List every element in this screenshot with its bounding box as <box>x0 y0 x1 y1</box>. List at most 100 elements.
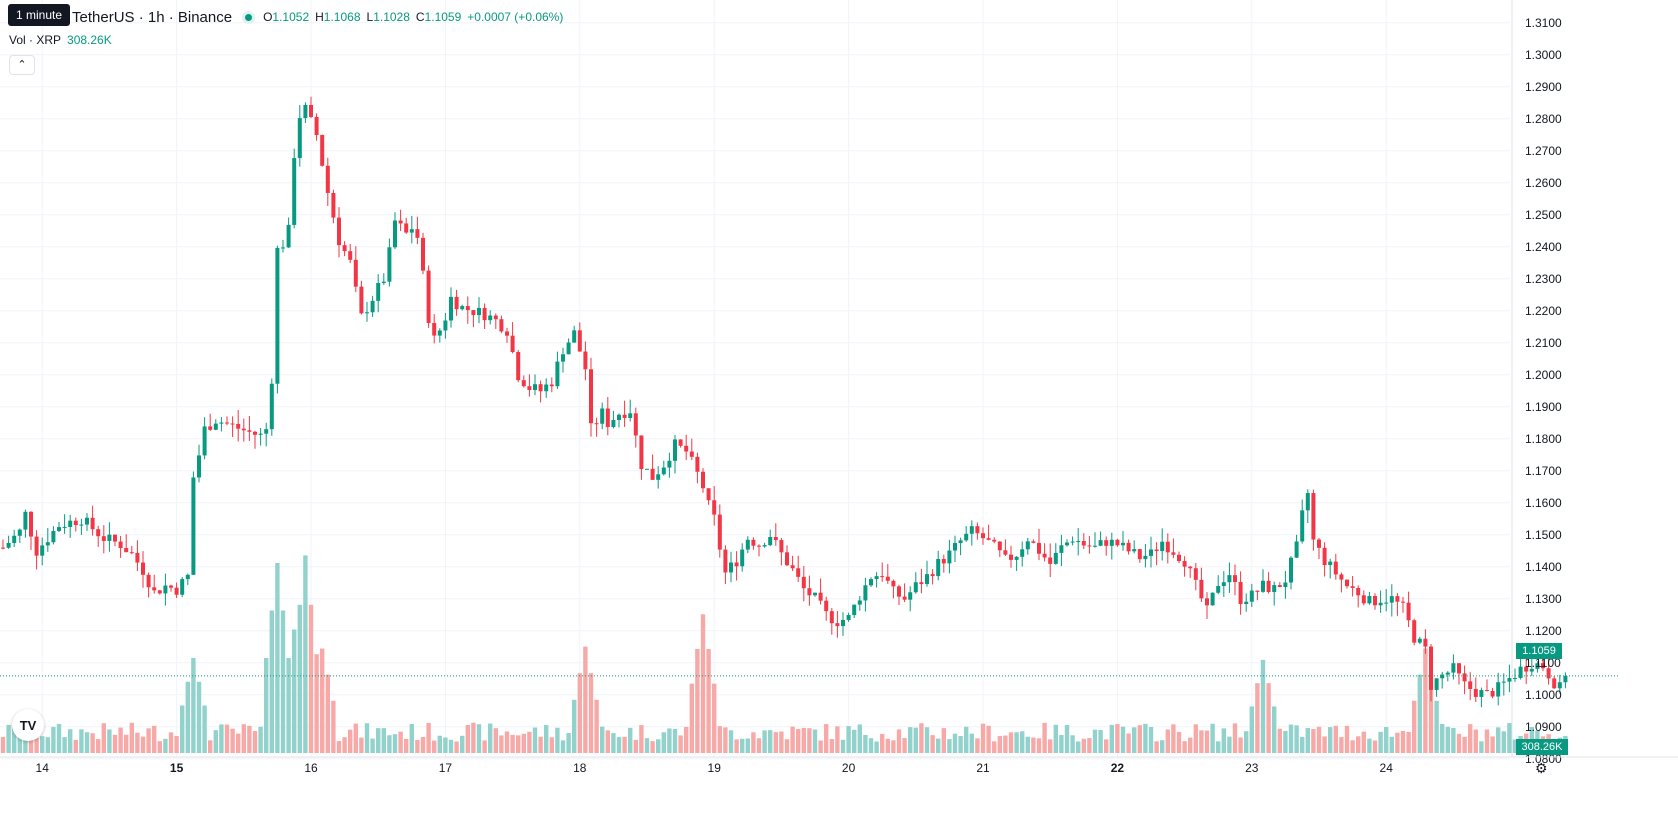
candle-body <box>465 306 470 311</box>
volume-bar <box>1064 724 1070 753</box>
price-tick-label: 1.1300 <box>1525 592 1562 606</box>
candle-body <box>1300 510 1305 542</box>
volume-bar <box>1126 733 1131 753</box>
candle-body <box>673 439 677 461</box>
volume-bar <box>829 739 834 753</box>
candle-body <box>1333 561 1338 575</box>
volume-bar <box>784 739 790 753</box>
candle-body <box>1395 596 1400 602</box>
candle-body <box>667 460 672 468</box>
price-tick-label: 1.2000 <box>1525 368 1562 382</box>
volume-bar <box>1305 728 1310 753</box>
volume-bar <box>488 723 493 753</box>
candle-body <box>40 545 45 556</box>
volume-bar <box>857 724 862 753</box>
candle-body <box>1182 561 1187 567</box>
price-tick-label: 1.2300 <box>1525 272 1562 286</box>
volume-bar <box>1025 736 1030 753</box>
volume-bar <box>286 658 291 753</box>
candle-body <box>863 585 868 601</box>
tradingview-logo-icon[interactable]: TV <box>12 709 44 741</box>
candle-body <box>997 541 1002 551</box>
candle-body <box>549 384 554 387</box>
volume-bar <box>12 726 17 753</box>
volume-bar <box>6 724 11 753</box>
candle-body <box>1199 579 1204 599</box>
volume-bar <box>163 738 168 753</box>
candle-body <box>113 534 117 542</box>
candle-body <box>1557 682 1562 689</box>
candle-body <box>734 562 739 567</box>
candle-body <box>706 488 711 501</box>
candle-body <box>869 579 873 586</box>
candle-body <box>1149 549 1153 556</box>
candle-body <box>1098 540 1103 546</box>
time-axis[interactable]: 14 15 16 17 18 19 20 21 22 23 24 <box>0 756 1678 775</box>
volume-bar <box>124 734 129 753</box>
candle-body <box>488 315 493 321</box>
volume-bar <box>1406 731 1411 753</box>
candle-body <box>1249 590 1254 602</box>
candle-body <box>45 542 50 546</box>
collapse-legend-button[interactable]: ⌃ <box>9 55 35 75</box>
candlestick-series <box>1 96 1568 708</box>
volume-bar <box>936 738 941 753</box>
settings-gear-icon[interactable]: ⚙ <box>1535 760 1548 776</box>
candle-body <box>958 540 963 544</box>
volume-bar <box>460 735 465 753</box>
volume-bar <box>1367 738 1372 753</box>
volume-bar <box>891 740 896 753</box>
volume-bar <box>689 683 694 753</box>
candle-body <box>1417 638 1422 643</box>
volume-bar <box>1087 738 1092 753</box>
candle-body <box>1440 674 1445 679</box>
volume-bar <box>740 738 745 753</box>
volume-bar <box>40 736 45 753</box>
time-tick-label: 21 <box>976 761 990 775</box>
candle-body <box>12 535 17 543</box>
volume-bar <box>975 738 980 753</box>
candle-body <box>1160 541 1165 552</box>
volume-bar <box>1232 723 1238 753</box>
candle-body <box>1283 582 1288 588</box>
volume-bar <box>404 738 409 753</box>
volume-bar <box>420 736 426 753</box>
candle-body <box>986 538 991 540</box>
volume-bar <box>353 723 358 753</box>
volume-bar <box>840 739 846 753</box>
volume-bar <box>605 730 610 753</box>
symbol-title[interactable]: TetherUS · 1h · Binance <box>72 8 233 26</box>
volume-bar <box>1008 732 1014 753</box>
candle-body <box>17 529 22 536</box>
candle-body <box>219 422 224 424</box>
price-tick-label: 1.2500 <box>1525 208 1562 222</box>
price-tick-label: 1.1800 <box>1525 432 1562 446</box>
candle-body <box>633 413 638 436</box>
candle-body <box>314 116 319 135</box>
volume-bar <box>359 737 364 753</box>
volume-bar <box>1333 725 1338 753</box>
candle-body <box>1277 585 1282 588</box>
volume-bar <box>1076 741 1081 753</box>
candle-body <box>1451 663 1456 673</box>
candle-body <box>785 552 789 566</box>
volume-bar <box>1143 723 1148 753</box>
candle-body <box>107 534 112 541</box>
volume-bar <box>241 724 246 753</box>
candle-body <box>521 380 526 387</box>
candle-body <box>1361 595 1366 604</box>
volume-bar <box>157 741 162 753</box>
volume-bar <box>1255 683 1260 753</box>
volume-bar <box>303 555 308 753</box>
candle-body <box>701 471 705 489</box>
candle-body <box>1059 545 1064 553</box>
candle-body <box>275 247 280 384</box>
candle-body <box>51 530 56 543</box>
candle-body <box>281 247 285 249</box>
market-status-icon <box>242 10 256 24</box>
price-axis[interactable]: 1.3100 1.3000 1.2900 1.2800 1.2700 1.2600 1.25… <box>1511 0 1562 766</box>
candle-body <box>913 582 918 593</box>
volume-bar <box>1283 730 1288 753</box>
candle-body <box>600 408 605 424</box>
